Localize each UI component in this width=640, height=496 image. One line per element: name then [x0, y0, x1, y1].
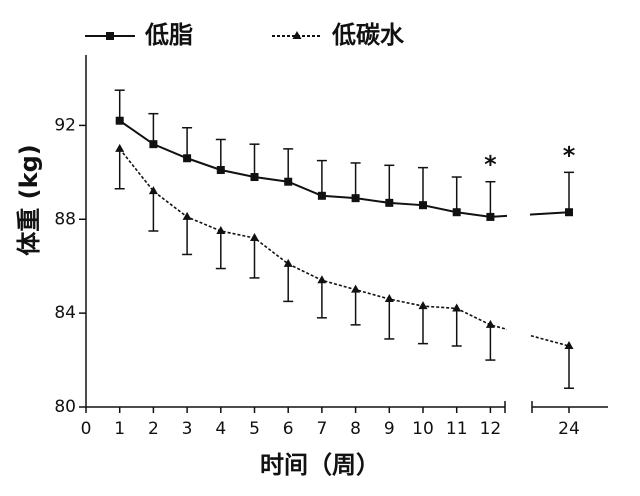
marker — [351, 284, 361, 293]
marker — [385, 198, 394, 207]
marker — [149, 140, 158, 149]
marker — [115, 116, 124, 125]
marker — [418, 301, 428, 310]
marker — [384, 294, 394, 303]
y-tick-label: 88 — [54, 209, 76, 229]
legend-marker — [292, 31, 302, 39]
x-tick-label: 6 — [283, 419, 294, 439]
marker — [564, 340, 574, 349]
x-tick-label: 5 — [249, 419, 260, 439]
marker — [565, 208, 573, 217]
annotation: * — [563, 141, 576, 169]
y-tick-label: 84 — [54, 303, 76, 323]
marker — [216, 165, 225, 174]
x-tick-label: 12 — [480, 419, 502, 439]
marker — [452, 208, 461, 217]
x-tick-label: 0 — [81, 419, 92, 439]
x-tick-label: 11 — [446, 419, 468, 439]
marker — [183, 154, 192, 163]
marker — [452, 303, 462, 312]
marker — [485, 319, 495, 328]
legend-marker — [106, 32, 114, 40]
x-tick-label: 10 — [412, 419, 434, 439]
marker — [317, 191, 326, 200]
marker — [182, 211, 192, 220]
marker — [216, 226, 226, 234]
x-tick-label: 24 — [558, 419, 580, 439]
marker — [351, 194, 360, 203]
x-tick-label: 3 — [182, 419, 193, 439]
y-tick-label: 92 — [54, 115, 76, 135]
marker — [250, 173, 259, 182]
marker — [317, 275, 327, 284]
marker — [115, 143, 125, 152]
x-axis-label: 时间（周） — [260, 451, 380, 479]
marker — [284, 177, 293, 186]
marker — [250, 233, 259, 242]
marker — [419, 201, 427, 210]
legend-label: 低碳水 — [331, 21, 405, 49]
x-tick-label: 4 — [215, 419, 226, 439]
marker — [283, 258, 293, 267]
x-tick-label: 1 — [114, 419, 125, 439]
marker — [148, 186, 158, 195]
x-tick-label: 2 — [148, 419, 159, 439]
annotation: * — [484, 151, 497, 179]
marker — [486, 212, 495, 221]
axis-break-gap — [507, 55, 530, 403]
legend-label: 低脂 — [144, 21, 193, 49]
x-tick-label: 9 — [384, 419, 395, 439]
y-tick-label: 80 — [54, 397, 76, 417]
y-axis-label: 体重 (kg) — [15, 144, 43, 255]
x-tick-label: 7 — [316, 419, 327, 439]
x-tick-label: 8 — [350, 419, 361, 439]
